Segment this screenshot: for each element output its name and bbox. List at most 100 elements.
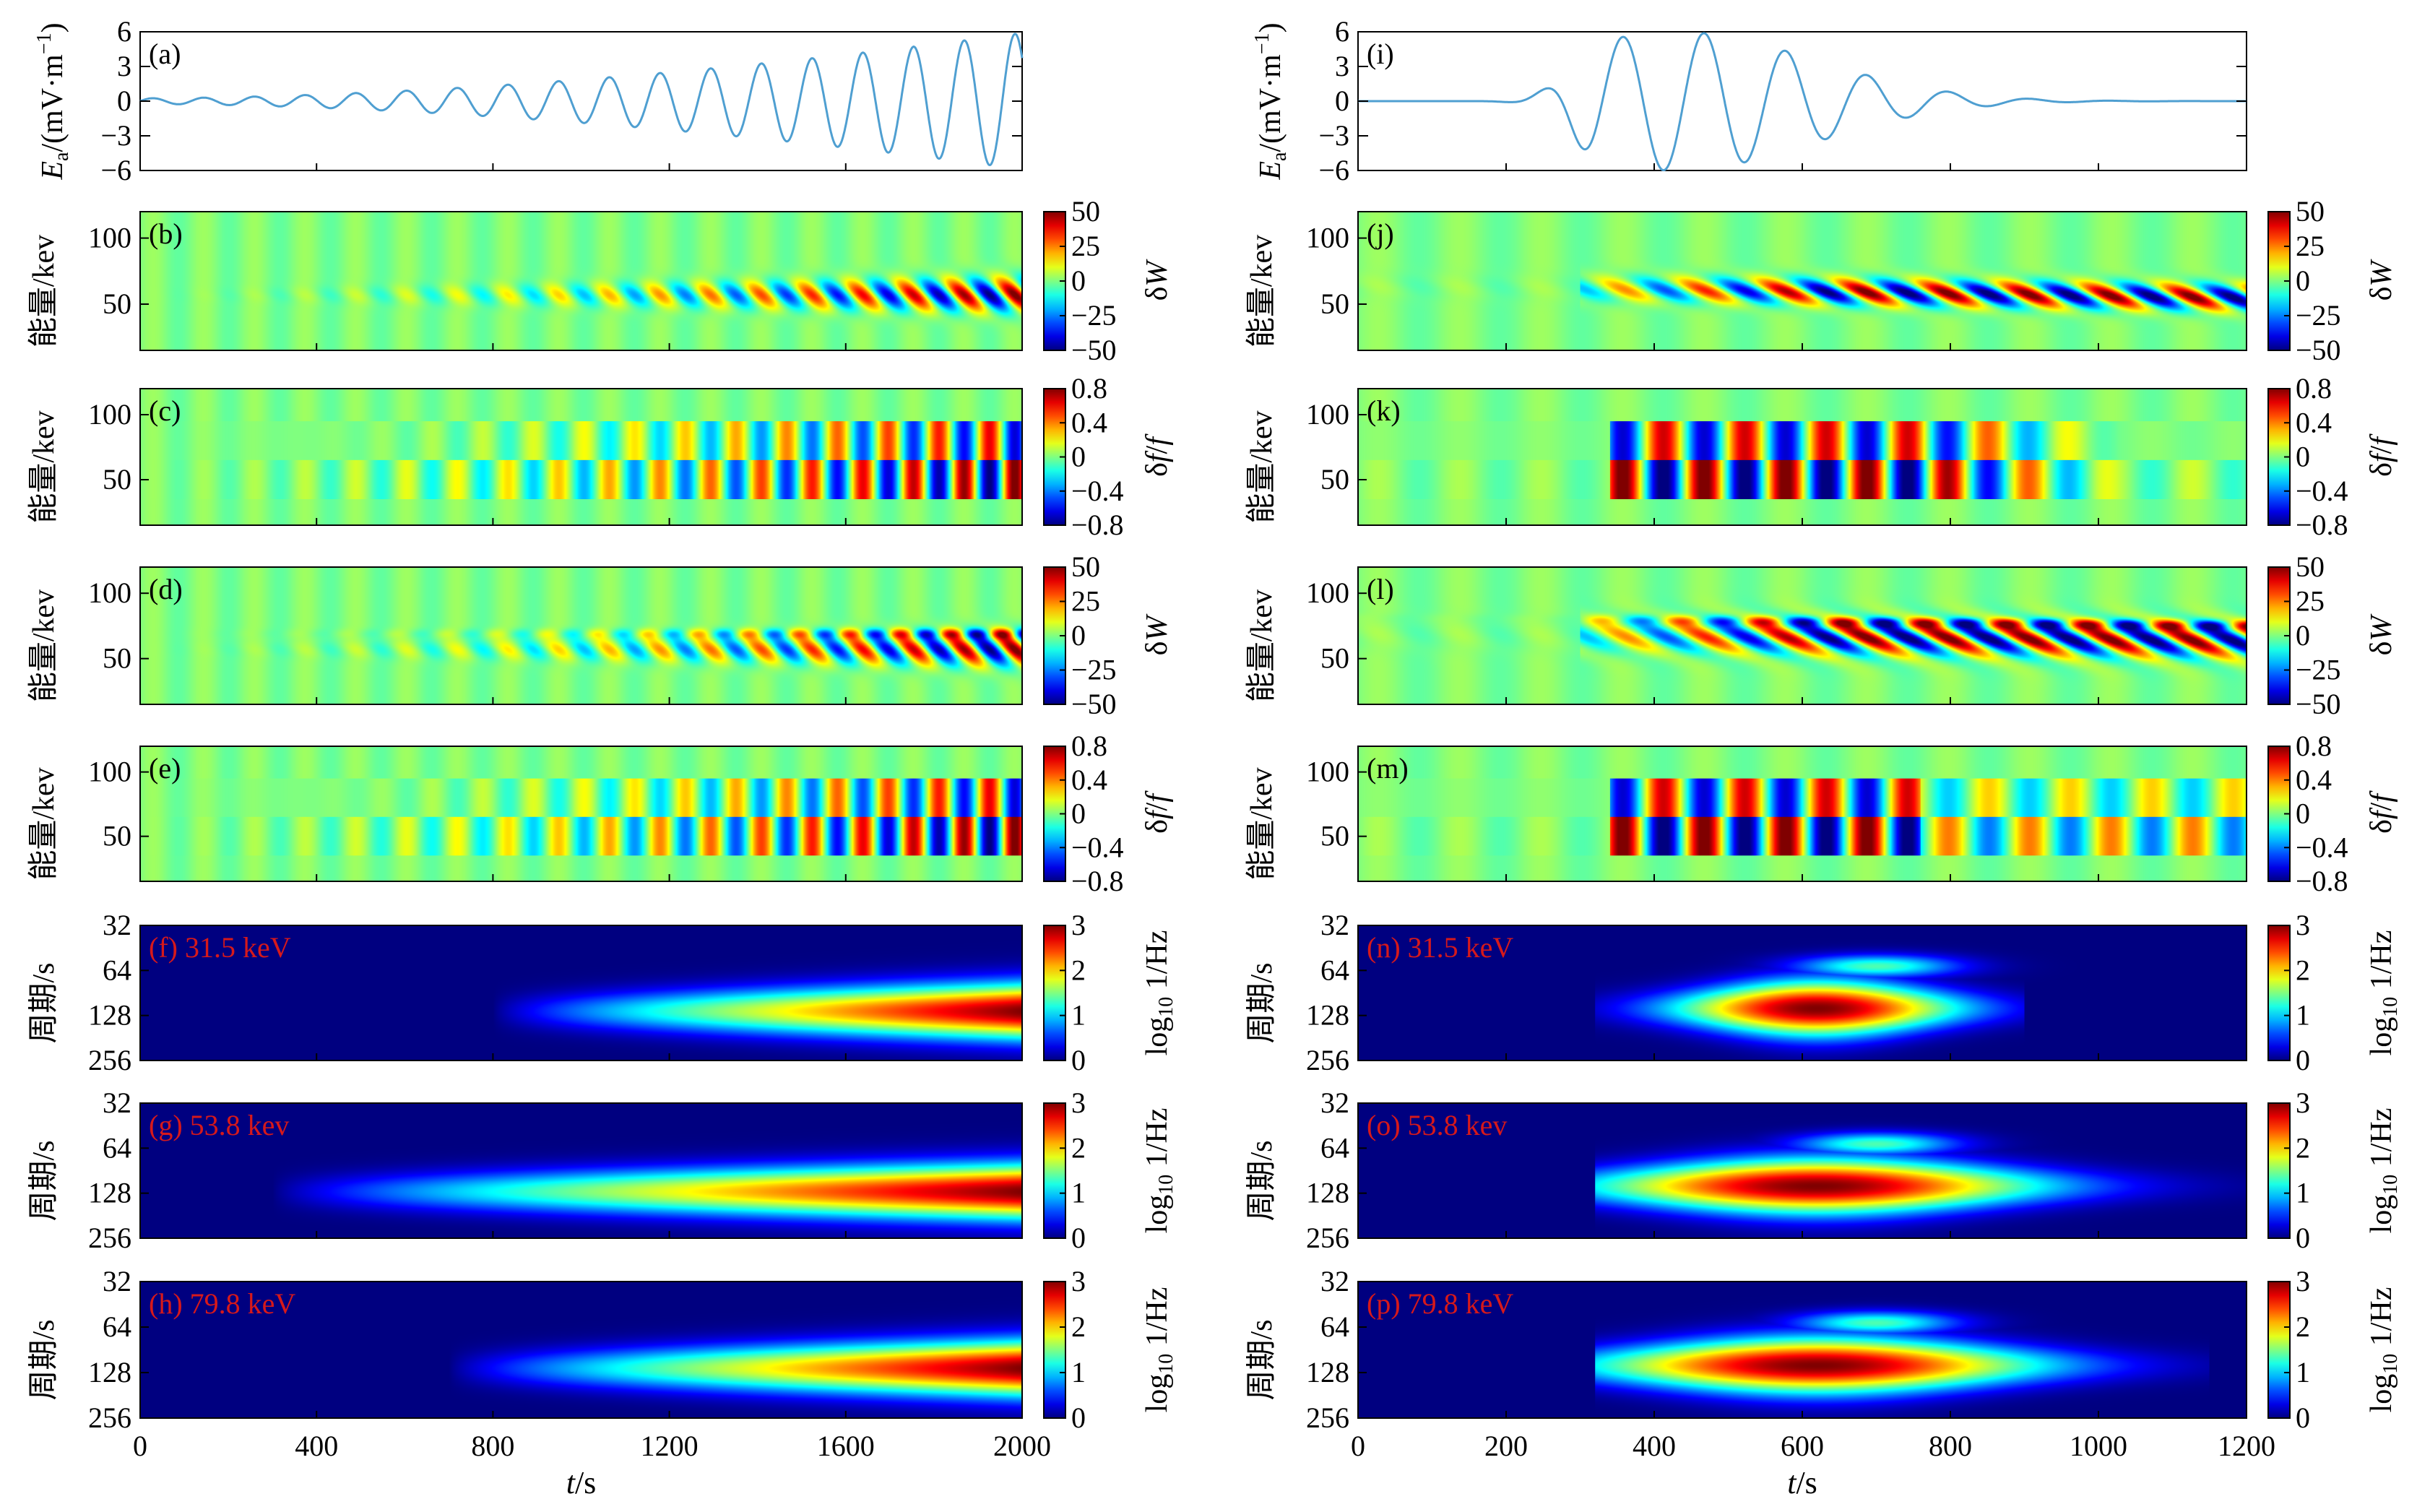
y-axis-label: Ea/(mV·m−1): [1251, 22, 1291, 180]
colorbar-tick-label: 1: [1071, 1177, 1086, 1209]
colorbar-label: log10 1/Hz: [1141, 1108, 1177, 1234]
colorbar-tick-label: 1: [1071, 1356, 1086, 1388]
colorbar-tick-label: 3: [2296, 909, 2310, 941]
colorbar-tick-label: −0.4: [1071, 831, 1124, 863]
panel-c: 100 50 (c) 能量/kev 0.80.40−0.4−0.8 δf/f: [27, 372, 1174, 541]
tick-label: 100: [88, 756, 131, 788]
x-tick-label: 1000: [2070, 1430, 2127, 1462]
x-axis-label: t/s: [566, 1465, 597, 1500]
axes-frame: [139, 1102, 1023, 1239]
tick-label: 0: [1335, 85, 1349, 117]
axes-frame: [139, 746, 1023, 882]
y-axis-label: 周期/s: [27, 1319, 61, 1400]
colorbar-tick-label: 25: [1071, 585, 1100, 618]
colorbar-tick-label: 50: [1071, 195, 1100, 228]
heatmap-image: [1358, 925, 2247, 1060]
tick-label: 128: [88, 1356, 131, 1388]
heatmap-image: [1358, 567, 2247, 704]
tick-label: 50: [1320, 463, 1349, 496]
tick-label: 64: [103, 1131, 131, 1164]
heatmap-image: [1358, 1282, 2247, 1418]
panel-m: 100 50 (m) 能量/kev 0.80.40−0.4−0.8 δf/f: [1245, 730, 2398, 897]
axes-frame: [139, 1281, 1023, 1419]
colorbar-tick-label: −25: [1071, 299, 1117, 332]
panel-label: (e): [149, 752, 181, 785]
tick-label: 128: [1306, 1356, 1349, 1388]
axes-frame: [139, 388, 1023, 526]
colorbar-tick-label: 0.4: [2296, 406, 2332, 439]
x-tick-label: 1200: [641, 1430, 699, 1462]
colorbar-tick-label: 0: [1071, 1222, 1086, 1254]
colorbar-tick-label: 25: [2296, 585, 2325, 618]
tick-label: 6: [117, 15, 131, 48]
tick-label: 128: [88, 1177, 131, 1209]
colorbar-tick-label: 2: [2296, 1131, 2310, 1164]
colorbar-tick-label: 0: [1071, 619, 1086, 652]
colorbar-tick-label: 0.4: [1071, 764, 1107, 796]
colorbar-tick-label: 0: [1071, 1401, 1086, 1434]
tick-label: −6: [100, 154, 131, 186]
heatmap-image: [1358, 746, 2247, 881]
heatmap-image: [140, 746, 1022, 881]
colorbar-label: δf/f: [2365, 433, 2398, 477]
x-tick-label: 600: [1781, 1430, 1824, 1462]
panel-label: (d): [149, 573, 183, 605]
heatmap-image: [140, 1103, 1022, 1238]
tick-label: 100: [1306, 222, 1349, 254]
colorbar-tick-label: 25: [2296, 230, 2325, 262]
colorbar-tick-label: 0: [2296, 1044, 2310, 1076]
colorbar-label: δW: [1141, 613, 1174, 656]
panel-label: (c): [149, 394, 181, 427]
x-tick-label: 1200: [2218, 1430, 2275, 1462]
tick-label: −3: [1318, 119, 1349, 152]
panel-label: (m): [1367, 752, 1409, 785]
colorbar-tick-label: 3: [1071, 1265, 1086, 1297]
x-tick-label: 800: [471, 1430, 514, 1462]
colorbar-label: δW: [1141, 259, 1174, 301]
panel-i: 630−3−6 (i) Ea/(mV·m−1): [1251, 15, 2247, 186]
y-axis-label: 能量/kev: [27, 767, 61, 880]
tick-label: 256: [88, 1401, 131, 1434]
colorbar-tick-label: −0.4: [2296, 475, 2348, 507]
y-axis-label: 周期/s: [1245, 1319, 1279, 1400]
colorbar-tick-label: 0: [2296, 1222, 2310, 1254]
colorbar-tick-label: 0: [2296, 441, 2310, 473]
colorbar-tick-label: −0.8: [1071, 509, 1124, 541]
tick-label: 6: [1335, 15, 1349, 48]
tick-label: 50: [103, 820, 131, 852]
colorbar-tick-label: 0: [1071, 1044, 1086, 1076]
panel-label: (k): [1367, 394, 1401, 427]
colorbar-tick-label: −25: [2296, 299, 2341, 332]
tick-label: 128: [1306, 999, 1349, 1032]
x-tick-label: 800: [1929, 1430, 1972, 1462]
colorbar-tick-label: 25: [1071, 230, 1100, 262]
tick-label: 50: [1320, 288, 1349, 320]
x-tick-label: 400: [295, 1430, 338, 1462]
colorbar-tick-label: −0.4: [2296, 831, 2348, 863]
colorbar: [1043, 925, 1066, 1061]
colorbar-tick-label: 2: [1071, 1310, 1086, 1343]
tick-label: 50: [1320, 820, 1349, 852]
axes-frame: [139, 925, 1023, 1061]
colorbar-tick-label: 50: [1071, 550, 1100, 583]
tick-label: 128: [1306, 1177, 1349, 1209]
colorbar: [2267, 925, 2291, 1061]
colorbar-tick-label: 0.4: [2296, 764, 2332, 796]
colorbar-tick-label: 1: [2296, 999, 2310, 1032]
tick-label: 100: [88, 576, 131, 609]
y-axis-label: 能量/kev: [27, 235, 61, 347]
panel-label: (f) 31.5 keV: [149, 931, 291, 964]
tick-label: 256: [88, 1222, 131, 1254]
field-curve: [139, 33, 1024, 167]
y-axis-label: 能量/kev: [1245, 235, 1279, 347]
colorbar-tick-label: 0: [1071, 798, 1086, 830]
tick-label: 32: [103, 1087, 131, 1119]
panel-label: (h) 79.8 keV: [149, 1287, 295, 1320]
tick-label: 256: [1306, 1222, 1349, 1254]
colorbar-tick-label: −25: [2296, 654, 2341, 686]
colorbar-tick-label: −50: [1071, 334, 1117, 366]
